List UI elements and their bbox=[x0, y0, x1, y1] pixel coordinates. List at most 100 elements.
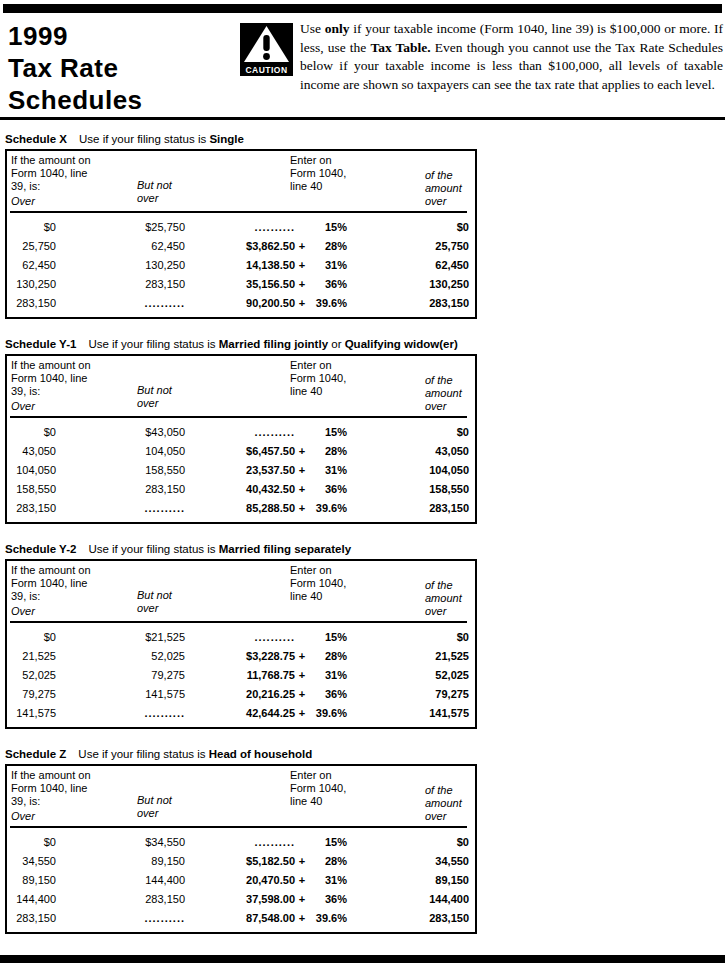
table-body: $0$25,750..........15%$025,75062,450$3,8… bbox=[7, 213, 475, 317]
bold-run: only bbox=[325, 21, 350, 36]
cell-base-tax: $3,228.75 bbox=[246, 647, 295, 666]
cell-enter-on: 23,537.50+31% bbox=[185, 461, 347, 480]
header-line: over bbox=[137, 807, 172, 820]
schedules-container: Schedule XUse if your filing status is S… bbox=[0, 133, 725, 934]
cell-plus-sign: + bbox=[295, 704, 309, 723]
table-row: 52,02579,27511,768.75+31%52,025 bbox=[7, 666, 475, 685]
table-row: 158,550283,15040,432.50+36%158,550 bbox=[7, 480, 475, 499]
column-header-over: Over bbox=[11, 400, 91, 413]
cell-tax-rate: 36% bbox=[309, 890, 347, 909]
cell-of-amount-over: 79,275 bbox=[347, 685, 475, 704]
title-line-3: Schedules bbox=[8, 84, 240, 116]
cell-tax-rate: 31% bbox=[309, 871, 347, 890]
cell-but-not-over: $25,750 bbox=[56, 218, 185, 237]
caution-icon: CAUTION bbox=[240, 23, 293, 76]
cell-over: 283,150 bbox=[7, 499, 56, 518]
cell-base-tax: 20,470.50 bbox=[246, 871, 295, 890]
schedule-heading-y2: Schedule Y-2Use if your filing status is… bbox=[5, 543, 725, 556]
schedule-filing-status: Use if your filing status is Head of hou… bbox=[78, 748, 312, 760]
column-header-of-the-amount-over: of theamountover bbox=[425, 579, 462, 618]
cell-but-not-over: 104,050 bbox=[56, 442, 185, 461]
cell-enter-on: 14,138.50+31% bbox=[185, 256, 347, 275]
cell-over: 104,050 bbox=[7, 461, 56, 480]
column-header-amount: If the amount onForm 1040, line39, is:Ov… bbox=[11, 769, 91, 823]
cell-tax-rate: 28% bbox=[309, 442, 347, 461]
header-line: over bbox=[137, 192, 172, 205]
text-run: Use if your filing status is bbox=[88, 338, 218, 350]
table-row: $0$34,550..........15%$0 bbox=[7, 833, 475, 852]
schedule-name: Schedule Y-1 bbox=[5, 338, 76, 350]
header-line: 39, is: bbox=[11, 795, 91, 808]
cell-plus-sign bbox=[295, 628, 309, 647]
cell-base-tax: $3,862.50 bbox=[246, 237, 295, 256]
tax-table-y2: If the amount onForm 1040, line39, is:Ov… bbox=[5, 559, 477, 729]
cell-base-tax: 90,200.50 bbox=[246, 294, 295, 313]
cell-base-tax: 85,288.50 bbox=[246, 499, 295, 518]
cell-tax-rate: 15% bbox=[309, 218, 347, 237]
header-line: amount bbox=[425, 797, 462, 810]
cell-tax-rate: 15% bbox=[309, 628, 347, 647]
table-row: 283,150..........87,548.00+39.6%283,150 bbox=[7, 909, 475, 928]
cell-but-not-over: 89,150 bbox=[56, 852, 185, 871]
header-rule bbox=[0, 117, 725, 120]
header-line: Enter on bbox=[290, 769, 346, 782]
column-header-amount: If the amount onForm 1040, line39, is:Ov… bbox=[11, 359, 91, 413]
table-header: If the amount onForm 1040, line39, is:Ov… bbox=[7, 151, 475, 211]
column-header-enter-on: Enter onForm 1040,line 40 bbox=[290, 564, 346, 603]
cell-plus-sign: + bbox=[295, 852, 309, 871]
bold-run: Single bbox=[209, 133, 244, 145]
bold-run: Qualifying widow(er) bbox=[345, 338, 458, 350]
cell-but-not-over: .......... bbox=[56, 704, 185, 723]
header-line: But not bbox=[137, 794, 172, 807]
cell-but-not-over: $43,050 bbox=[56, 423, 185, 442]
header-line: Enter on bbox=[290, 359, 346, 372]
cell-but-not-over: 62,450 bbox=[56, 237, 185, 256]
cell-base-tax: .......... bbox=[254, 218, 295, 237]
title-line-2: Tax Rate bbox=[8, 52, 240, 84]
cell-of-amount-over: 21,525 bbox=[347, 647, 475, 666]
cell-of-amount-over: 52,025 bbox=[347, 666, 475, 685]
cell-base-tax: 23,537.50 bbox=[246, 461, 295, 480]
top-rule bbox=[3, 4, 722, 13]
title-line-1: 1999 bbox=[8, 20, 240, 52]
header-line: line 40 bbox=[290, 795, 346, 808]
header-line: Form 1040, bbox=[290, 782, 346, 795]
cell-tax-rate: 28% bbox=[309, 852, 347, 871]
cell-over: $0 bbox=[7, 833, 56, 852]
cell-plus-sign: + bbox=[295, 871, 309, 890]
header-line: Form 1040, line bbox=[11, 577, 91, 590]
column-header-enter-on: Enter onForm 1040,line 40 bbox=[290, 154, 346, 193]
cell-enter-on: 42,644.25+39.6% bbox=[185, 704, 347, 723]
column-header-but-not-over: But notover bbox=[137, 179, 172, 205]
text-run: Use if your filing status is bbox=[88, 543, 218, 555]
bold-run: Head of household bbox=[209, 748, 313, 760]
page-title: 1999 Tax Rate Schedules bbox=[8, 20, 240, 116]
schedule-heading-y1: Schedule Y-1 Use if your filing status is… bbox=[5, 338, 725, 351]
cell-tax-rate: 15% bbox=[309, 833, 347, 852]
cell-of-amount-over: 62,450 bbox=[347, 256, 475, 275]
cell-of-amount-over: 144,400 bbox=[347, 890, 475, 909]
cell-enter-on: 20,216.25+36% bbox=[185, 685, 347, 704]
table-row: 43,050104,050$6,457.50+28%43,050 bbox=[7, 442, 475, 461]
table-row: 25,75062,450$3,862.50+28%25,750 bbox=[7, 237, 475, 256]
cell-of-amount-over: $0 bbox=[347, 423, 475, 442]
cell-plus-sign: + bbox=[295, 685, 309, 704]
header-line: But not bbox=[137, 179, 172, 192]
cell-enter-on: 20,470.50+31% bbox=[185, 871, 347, 890]
header-line: 39, is: bbox=[11, 180, 91, 193]
cell-of-amount-over: 104,050 bbox=[347, 461, 475, 480]
cell-base-tax: .......... bbox=[254, 423, 295, 442]
cell-but-not-over: 158,550 bbox=[56, 461, 185, 480]
cell-over: 21,525 bbox=[7, 647, 56, 666]
cell-over: 62,450 bbox=[7, 256, 56, 275]
cell-of-amount-over: 89,150 bbox=[347, 871, 475, 890]
cell-plus-sign bbox=[295, 218, 309, 237]
column-header-amount: If the amount onForm 1040, line39, is:Ov… bbox=[11, 154, 91, 208]
cell-base-tax: 35,156.50 bbox=[246, 275, 295, 294]
text-run: Use if your filing status is bbox=[79, 133, 209, 145]
cell-of-amount-over: 130,250 bbox=[347, 275, 475, 294]
cell-tax-rate: 36% bbox=[309, 685, 347, 704]
table-row: 141,575..........42,644.25+39.6%141,575 bbox=[7, 704, 475, 723]
cell-of-amount-over: 43,050 bbox=[347, 442, 475, 461]
header-line: Form 1040, bbox=[290, 372, 346, 385]
